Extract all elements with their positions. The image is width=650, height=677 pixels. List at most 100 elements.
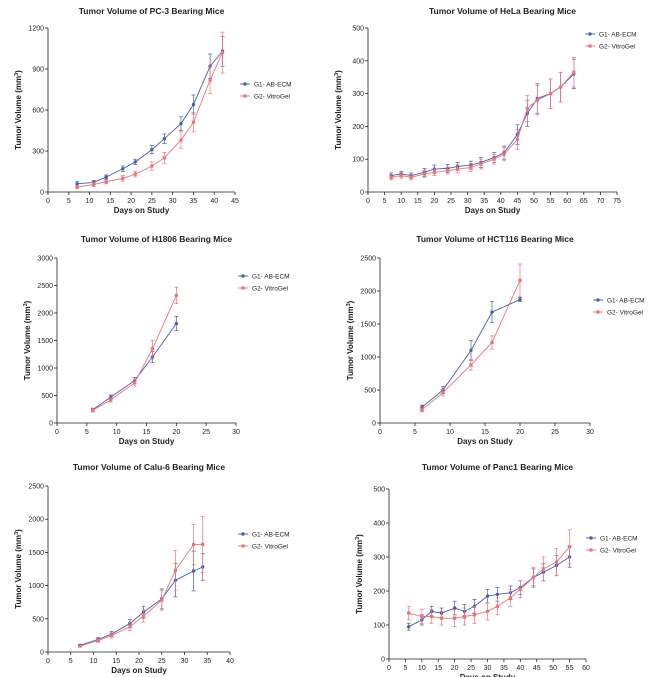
y-tick-label: 2500 [28,484,44,491]
x-tick-label: 0 [46,198,50,205]
data-point [469,348,473,353]
x-tick-label: 60 [563,198,571,205]
data-point [479,162,483,166]
data-point [490,340,494,345]
data-point [446,169,450,173]
y-tick-label: 1200 [28,26,44,33]
data-point [531,575,536,579]
data-point [462,614,467,619]
x-tick-label: 15 [106,198,114,205]
x-tick-label: 15 [434,665,442,672]
x-tick-label: 70 [597,198,605,205]
x-tick-label: 5 [67,198,71,205]
data-point [525,106,529,110]
x-tick-label: 5 [85,429,89,436]
chart-svg: Tumor Volume of Calu-6 Bearing Mice 0 500 1… [14,462,290,675]
legend-label: G1- AB-ECM [252,531,290,538]
data-point [515,137,519,142]
y-axis-label: Tumor Volume (mm3) [23,300,32,380]
data-point [75,182,79,186]
data-point [490,310,494,314]
y-tick-label: 500 [364,388,376,395]
y-tick-label: 2000 [28,517,44,524]
data-point [191,102,196,107]
data-point [110,633,114,637]
series-2 [77,516,205,648]
x-tick-label: 20 [172,429,180,436]
x-tick-label: 20 [127,198,135,205]
data-point [132,381,137,385]
data-point [430,614,434,619]
legend-marker [241,544,245,548]
legend-label: G2- VitroGel [599,43,636,50]
chart-title: Tumor Volume of PC-3 Bearing Mice [79,6,225,16]
x-tick-label: 5 [413,429,417,436]
x-tick-label: 5 [383,198,387,205]
data-point [91,408,95,412]
data-point [495,592,500,597]
y-tick-label: 0 [40,650,44,657]
y-axis-label-superscript: 3 [346,303,352,306]
legend-marker [589,536,593,540]
y-tick-label: 1000 [360,355,376,362]
x-tick-label: 10 [446,429,454,436]
data-point [174,321,179,326]
x-tick-label: 35 [190,198,198,205]
data-point [104,180,108,184]
x-tick-label: 30 [586,429,594,436]
y-axis-label-superscript: 3 [23,303,29,306]
x-tick-label: 40 [210,198,218,205]
data-point [121,176,125,180]
data-point [518,278,522,283]
chart-hela: Tumor Volume of HeLa Bearing Mice 0 100 200… [325,0,650,225]
chart-pc3: Tumor Volume of PC-3 Bearing Mice 0 300 600… [0,0,325,225]
x-tick-label: 0 [55,429,59,436]
data-point [96,639,100,643]
y-axis-label: Tumor Volume (mm3) [355,534,364,614]
y-tick-label: 300 [32,149,44,156]
data-point [420,408,424,412]
data-point [389,175,393,179]
x-tick-label: 60 [582,665,590,672]
legend-label: G2- VitroGel [252,285,289,292]
y-axis-label: Tumor Volume (mm3) [14,529,23,609]
legend-label: G2- VitroGel [600,547,637,554]
x-tick-label: 0 [46,658,50,665]
data-point [495,604,499,608]
data-point [422,172,427,176]
data-point [92,182,96,187]
data-point [453,616,457,620]
chart-svg: Tumor Volume of H1806 Bearing Mice 0 500 10… [23,234,290,446]
data-point [174,293,178,297]
chart-svg: Tumor Volume of Panc1 Bearing Mice010020… [355,462,638,677]
y-tick-label: 0 [49,421,53,428]
data-point [502,152,506,156]
data-point [133,172,137,176]
series-1 [389,58,576,179]
x-tick-label: 25 [202,429,210,436]
y-tick-label: 2000 [37,311,53,318]
data-point [220,51,225,55]
data-point [558,85,563,89]
series-line [77,50,223,185]
series-line [77,52,223,188]
series-line [408,546,570,619]
y-tick-label: 0 [40,190,44,197]
x-tick-label: 45 [231,198,239,205]
data-point [469,363,473,367]
chart-svg: Tumor Volume of HeLa Bearing Mice0100200… [334,6,637,215]
y-tick-label: 500 [32,616,44,623]
y-tick-label: 3000 [37,256,53,263]
y-tick-label: 1500 [28,550,44,557]
chart-panc1: Tumor Volume of Panc1 Bearing Mice 0 100 20… [325,456,650,677]
legend-marker [243,82,247,86]
x-tick-label: 0 [387,665,391,672]
y-axis-label-superscript: 3 [334,73,340,76]
x-axis-label: Days on Study [460,673,516,677]
data-point [572,70,576,74]
data-point [407,625,411,629]
data-point [407,611,411,615]
x-tick-label: 50 [549,665,557,672]
x-tick-label: 15 [414,198,422,205]
legend-marker [596,298,600,302]
